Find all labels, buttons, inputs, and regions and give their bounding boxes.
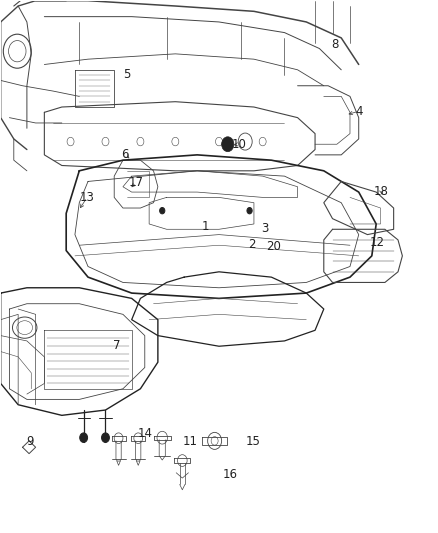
Text: 5: 5 xyxy=(124,68,131,80)
Circle shape xyxy=(102,433,110,442)
Text: 11: 11 xyxy=(183,435,198,448)
Text: 17: 17 xyxy=(128,176,144,189)
Circle shape xyxy=(159,207,165,214)
Text: 1: 1 xyxy=(202,220,210,233)
Text: 7: 7 xyxy=(113,338,120,352)
Text: 4: 4 xyxy=(355,105,363,118)
Text: 13: 13 xyxy=(80,191,95,204)
Circle shape xyxy=(247,207,252,214)
Text: 3: 3 xyxy=(261,222,268,235)
Text: 9: 9 xyxy=(27,435,34,448)
Text: 8: 8 xyxy=(331,38,339,51)
Text: 2: 2 xyxy=(248,238,255,251)
Text: 10: 10 xyxy=(231,138,246,151)
Text: 15: 15 xyxy=(246,435,261,448)
Text: 12: 12 xyxy=(370,236,385,249)
Text: 16: 16 xyxy=(223,469,237,481)
Text: 20: 20 xyxy=(266,240,281,253)
Text: 18: 18 xyxy=(374,184,389,198)
Text: 6: 6 xyxy=(121,148,129,161)
Text: 14: 14 xyxy=(137,427,152,440)
Circle shape xyxy=(222,137,234,152)
Circle shape xyxy=(80,433,88,442)
